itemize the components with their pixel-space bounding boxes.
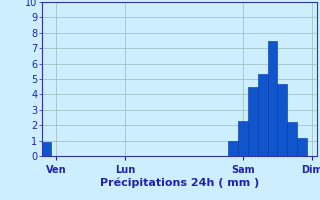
Bar (268, 40, 277, 156)
Bar (42, 142, 52, 156)
X-axis label: Précipitations 24h ( mm ): Précipitations 24h ( mm ) (100, 178, 259, 188)
Bar (258, 74, 268, 156)
Bar (277, 84, 287, 156)
Bar (287, 122, 297, 156)
Bar (238, 121, 248, 156)
Bar (248, 87, 258, 156)
Bar (297, 138, 307, 156)
Bar (228, 141, 238, 156)
